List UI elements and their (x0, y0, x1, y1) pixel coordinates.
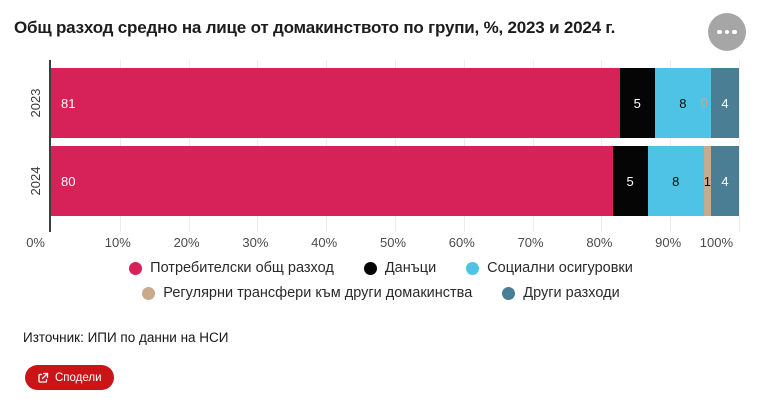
page-title: Общ разход средно на лице от домакинство… (14, 18, 616, 37)
x-tick-label: 100% (699, 235, 733, 250)
bar-segment[interactable]: 5 (619, 68, 655, 138)
bar-segment[interactable]: 8 (654, 68, 711, 138)
legend-dot-icon (142, 286, 156, 300)
legend-item: Регулярни трансфери към други домакинств… (142, 285, 472, 301)
legend-dot-icon (363, 261, 377, 275)
ellipsis-icon (724, 29, 730, 35)
x-tick-label: 20% (173, 235, 200, 250)
legend-item: Потребителски общ разход (129, 260, 334, 276)
zero-value-label: 0 (700, 95, 708, 110)
legend-dot-icon (466, 261, 480, 275)
legend-item: Други разходи (502, 285, 620, 301)
x-tick-label: 10% (104, 235, 131, 250)
x-tick-label: 50% (379, 235, 407, 250)
x-tick-label: 30% (242, 235, 269, 250)
bar-row-2024: 80 5 8 1 4 (51, 146, 739, 216)
bar-segment[interactable]: 4 (710, 68, 739, 138)
x-tick-label: 80% (586, 235, 613, 250)
ellipsis-icon (732, 29, 737, 35)
bar-segment[interactable]: 4 (710, 146, 739, 216)
category-label-2023: 2023 (28, 88, 43, 118)
chart-legend: Потребителски общ разход Данъци Социални о… (0, 260, 762, 301)
legend-dot-icon (502, 286, 516, 300)
legend-label: Други разходи (523, 285, 620, 301)
legend-item: Социални осигуровки (466, 260, 633, 276)
plot-area: 81 5 8 0 4 80 5 8 1 4 (49, 60, 740, 232)
x-tick-label: 70% (517, 235, 544, 250)
category-label-2024: 2024 (28, 166, 43, 196)
bar-segment[interactable]: 5 (612, 146, 648, 216)
ellipsis-icon (717, 29, 722, 35)
bar-segment[interactable]: 81 (51, 68, 620, 138)
x-tick-label: 40% (311, 235, 338, 250)
x-tick-label: 60% (448, 235, 475, 250)
x-tick-label: 90% (655, 235, 682, 250)
share-icon (38, 372, 49, 383)
legend-label: Социални осигуровки (487, 260, 633, 276)
legend-dot-icon (129, 261, 143, 275)
bar-segment[interactable]: 8 (647, 146, 704, 216)
legend-label: Данъци (384, 260, 437, 276)
legend-label: Регулярни трансфери към други домакинств… (163, 285, 473, 301)
bar-segment[interactable]: 80 (51, 146, 613, 216)
legend-label: Потребителски общ разход (150, 260, 334, 276)
source-note: Източник: ИПИ по данни на НСИ (23, 330, 229, 345)
share-button-label: Сподели (55, 371, 102, 384)
bar-segment[interactable]: 1 (704, 146, 711, 216)
more-options-button[interactable] (708, 13, 746, 51)
bar-row-2023: 81 5 8 0 4 (51, 68, 739, 138)
legend-item: Данъци (363, 260, 437, 276)
x-tick-label: 0% (26, 235, 45, 250)
share-button[interactable]: Сподели (25, 365, 114, 390)
gridline (739, 60, 740, 232)
x-axis-tick-labels: 0% 10% 20% 30% 40% 50% 60% 70% 80% 90% 100% (26, 235, 737, 253)
